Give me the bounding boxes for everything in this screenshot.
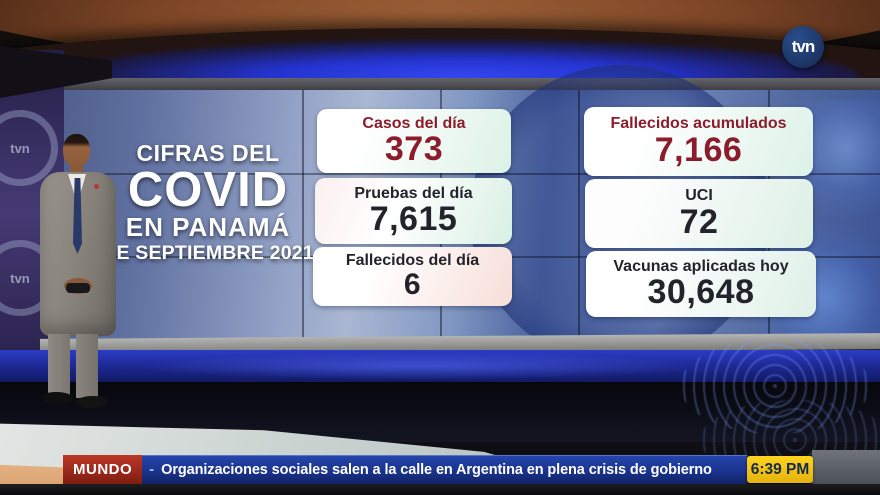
- floor-ripple-graphic: [680, 338, 870, 434]
- tvn-ring-logo: tvn: [0, 110, 58, 186]
- stat-value: 7,166: [654, 130, 743, 169]
- stat-box-casos-del-dia: Casos del día 373: [317, 109, 511, 173]
- stat-box-pruebas-del-dia: Pruebas del día 7,615: [315, 178, 512, 244]
- anchor-shoe: [76, 396, 107, 408]
- headline-graphic: CIFRAS DEL COVID EN PANAMÁ DE SEPTIEMBRE…: [86, 140, 330, 264]
- anchor-leg: [48, 334, 70, 396]
- clock-badge: 6:39 PM: [747, 456, 813, 483]
- news-ticker-bar: MUNDO - Organizaciones sociales salen a …: [63, 455, 747, 484]
- stat-value: 373: [384, 130, 444, 169]
- panel-seam: [578, 90, 580, 342]
- headline-line4: DE SEPTIEMBRE 2021: [102, 241, 314, 264]
- stat-label: Fallecidos acumulados: [610, 115, 787, 133]
- anchor-shoe: [42, 392, 73, 404]
- tvn-channel-logo: tvn: [782, 26, 824, 68]
- stat-box-fallecidos-del-dia: Fallecidos del día 6: [313, 247, 512, 306]
- stat-value: 7,615: [369, 200, 458, 239]
- stat-value: 30,648: [647, 273, 755, 312]
- anchor-neck: [70, 164, 83, 174]
- anchor-leg: [76, 334, 98, 398]
- ticker-headline-text: Organizaciones sociales salen a la calle…: [161, 461, 712, 478]
- anchor-lapel-pin: [94, 184, 99, 189]
- bottom-right-floor: [812, 450, 880, 486]
- stat-label: Fallecidos del día: [345, 252, 480, 270]
- stat-label: Casos del día: [362, 114, 466, 132]
- headline-line2: COVID: [127, 162, 289, 217]
- headline-line1: CIFRAS DEL: [136, 140, 280, 166]
- stat-label: Vacunas aplicadas hoy: [613, 257, 789, 275]
- bottom-dark-strip: [0, 484, 880, 495]
- stat-box-uci: UCI 72: [585, 179, 813, 248]
- studio-ceiling: [0, 0, 880, 96]
- stat-value: 72: [679, 202, 719, 241]
- headline-line3: EN PANAMÁ: [125, 211, 291, 242]
- stat-label: UCI: [685, 187, 713, 205]
- ticker-category-badge: MUNDO: [63, 455, 143, 484]
- stat-box-fallecidos-acumulados: Fallecidos acumulados 7,166: [584, 107, 813, 176]
- stat-box-vacunas-aplicadas: Vacunas aplicadas hoy 30,648: [586, 251, 816, 317]
- anchor-head: [63, 134, 90, 167]
- stat-label: Pruebas del día: [354, 184, 473, 202]
- panel-seam: [302, 90, 304, 342]
- news-anchor: [14, 120, 144, 420]
- anchor-remote-device: [66, 283, 90, 293]
- floor-blue-glow: [140, 352, 700, 380]
- anchor-tie: [73, 178, 82, 254]
- panel-seam: [40, 173, 880, 175]
- ticker-separator: -: [149, 461, 155, 478]
- stat-value: 6: [403, 268, 422, 301]
